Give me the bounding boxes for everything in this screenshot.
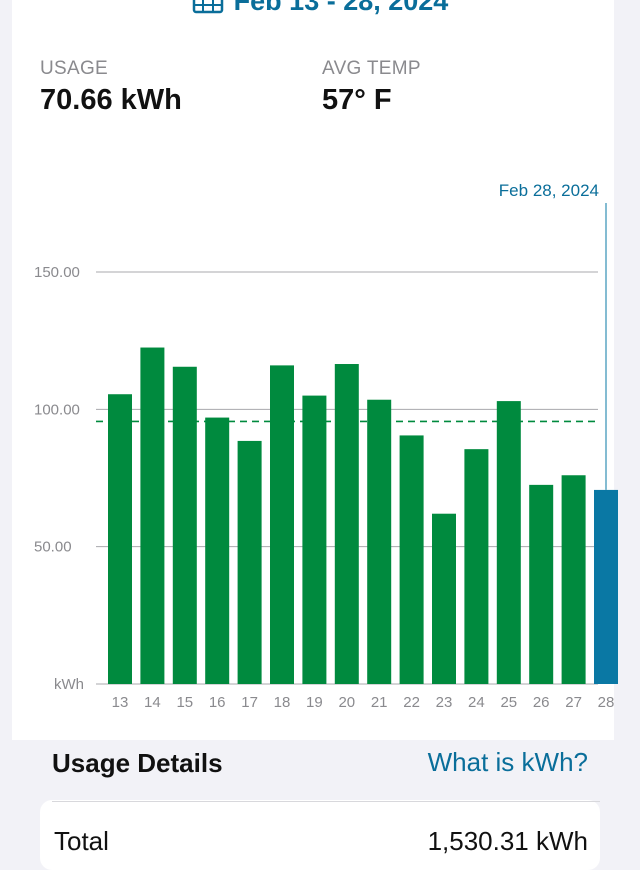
x-tick-label: 26: [533, 694, 550, 711]
bar[interactable]: [496, 401, 521, 684]
x-tick-label: 27: [565, 694, 582, 711]
usage-label: USAGE: [40, 58, 109, 79]
x-tick-label: 13: [112, 694, 129, 711]
x-tick-label: 20: [338, 694, 355, 711]
bar[interactable]: [108, 394, 132, 684]
bar[interactable]: [140, 347, 165, 684]
divider: [52, 801, 600, 802]
x-tick-label: 18: [274, 694, 291, 711]
bar[interactable]: [172, 366, 197, 684]
bar[interactable]: [561, 475, 586, 684]
what-is-kwh-link[interactable]: What is kWh?: [427, 747, 588, 777]
y-tick-label: 150.00: [34, 264, 80, 281]
x-tick-label: 17: [241, 694, 258, 711]
bar[interactable]: [270, 365, 294, 684]
y-unit-label: kWh: [54, 676, 84, 693]
date-range-selector[interactable]: Feb 13 - 28, 2024: [0, 0, 640, 16]
x-tick-label: 19: [306, 694, 323, 711]
bar[interactable]: [464, 449, 489, 684]
usage-details-title: Usage Details: [52, 748, 223, 778]
selected-date-label: Feb 28, 2024: [499, 181, 599, 200]
bar[interactable]: [432, 513, 456, 684]
avg-temp-value: 57° F: [322, 84, 392, 116]
x-tick-label: 22: [403, 694, 420, 711]
date-range-text: Feb 13 - 28, 2024: [233, 0, 449, 16]
bar[interactable]: [302, 395, 327, 684]
y-tick-label: 100.00: [34, 401, 80, 418]
bar[interactable]: [399, 435, 424, 684]
x-tick-label: 15: [176, 694, 193, 711]
usage-value: 70.66 kWh: [40, 84, 182, 116]
x-tick-label: 24: [468, 694, 485, 711]
x-tick-label: 16: [209, 694, 226, 711]
usage-bar-chart[interactable]: 50.00 100.00 150.00 kWh 13 14 15 16 17 18 19 20 21 22…: [0, 0, 640, 720]
x-tick-label: 14: [144, 694, 161, 711]
bar[interactable]: [205, 417, 230, 684]
total-label: Total: [54, 826, 109, 856]
calendar-icon: [192, 0, 223, 14]
x-tick-label: 23: [436, 694, 453, 711]
bar[interactable]: [367, 399, 392, 684]
avg-temp-label: AVG TEMP: [322, 58, 421, 79]
y-tick-label: 50.00: [34, 539, 72, 556]
total-value: 1,530.31 kWh: [427, 826, 588, 856]
x-tick-label: 28: [598, 694, 615, 711]
bar[interactable]: [334, 364, 359, 684]
bar[interactable]: [529, 484, 554, 684]
x-tick-label: 21: [371, 694, 388, 711]
bar[interactable]: [237, 440, 262, 684]
avg-temp-stat: AVG TEMP 57° F: [322, 58, 421, 117]
usage-stat: USAGE 70.66 kWh: [40, 58, 182, 117]
selected-bar[interactable]: [594, 489, 618, 684]
x-tick-label: 25: [500, 694, 517, 711]
